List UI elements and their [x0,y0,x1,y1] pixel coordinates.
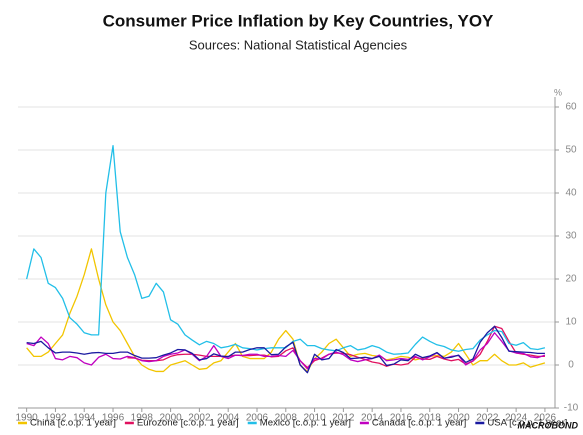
y-tick-label: -10 [564,403,579,414]
x-tick-label: 2016 [390,413,413,424]
x-tick-label: 2008 [275,413,298,424]
x-tick-label: 1990 [16,413,39,424]
x-tick-label: 2026 [534,413,557,424]
x-tick-label: 1994 [73,413,96,424]
y-axis-label: % [554,87,562,97]
y-tick-label: 20 [565,274,577,285]
x-tick-label: 2022 [476,413,499,424]
chart-title: Consumer Price Inflation by Key Countrie… [103,11,494,30]
x-tick-label: 2010 [303,413,326,424]
legend-label: China [c.o.p. 1 year] [30,418,116,429]
x-tick-label: 2002 [188,413,211,424]
series-line [26,248,546,373]
x-tick-label: 1996 [102,413,125,424]
legend-label: Canada [c.o.p. 1 year] [372,418,466,429]
x-tick-label: 2006 [246,413,269,424]
y-tick-label: 50 [565,145,577,156]
x-tick-label: 2020 [447,413,470,424]
x-tick-label: 2000 [159,413,182,424]
y-tick-label: 60 [565,102,577,113]
x-tick-label: 2018 [419,413,442,424]
legend-label: USA [c.o.p. 1 year] [487,418,567,429]
x-tick-label: 2004 [217,413,240,424]
y-tick-label: 0 [568,360,574,371]
y-tick-label: 40 [565,188,577,199]
x-tick-label: 1998 [131,413,154,424]
x-tick-label: 2012 [332,413,355,424]
legend-label: Eurozone [c.o.p. 1 year] [137,418,239,429]
y-tick-label: 30 [565,231,577,242]
y-tick-label: 10 [565,317,577,328]
x-tick-label: 1992 [44,413,67,424]
x-tick-label: 2014 [361,413,384,424]
logo: MACROBOND [518,420,579,430]
series-line [127,325,545,369]
chart-subtitle: Sources: National Statistical Agencies [189,37,408,52]
series-line [26,325,545,374]
legend-label: Mexico [c.o.p. 1 year] [260,418,351,429]
x-tick-label: 2024 [505,413,528,424]
